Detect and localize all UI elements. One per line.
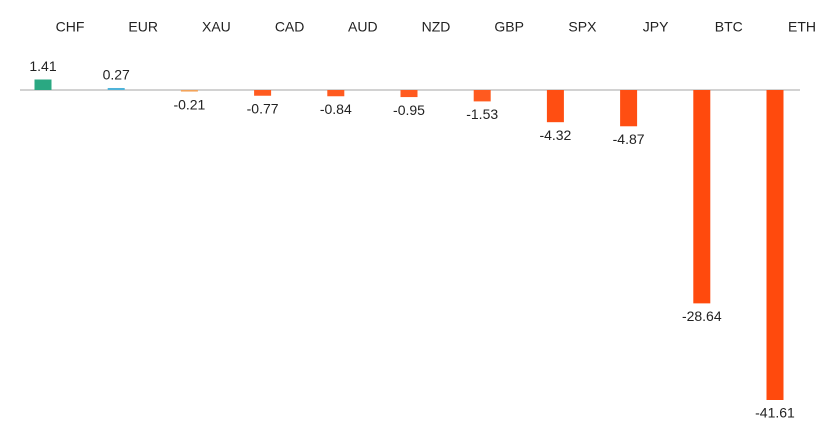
bar bbox=[107, 87, 125, 90]
bar bbox=[180, 90, 198, 92]
bar bbox=[400, 90, 418, 98]
bar bbox=[254, 90, 272, 96]
category-label: BTC bbox=[715, 19, 743, 35]
category-label: AUD bbox=[348, 19, 378, 35]
value-label: -28.64 bbox=[682, 308, 722, 324]
category-label: JPY bbox=[643, 19, 669, 35]
bar bbox=[473, 90, 491, 102]
category-label: SPX bbox=[568, 19, 597, 35]
value-label: -4.32 bbox=[539, 127, 571, 143]
bar bbox=[766, 90, 784, 400]
category-label: EUR bbox=[128, 19, 158, 35]
value-label: -0.21 bbox=[173, 96, 205, 112]
bar bbox=[546, 90, 564, 123]
bar bbox=[327, 90, 345, 97]
category-label: CHF bbox=[56, 19, 85, 35]
category-label: CAD bbox=[275, 19, 305, 35]
value-label: 1.41 bbox=[29, 58, 56, 74]
category-label: GBP bbox=[494, 19, 524, 35]
value-label: -4.87 bbox=[613, 131, 645, 147]
value-label: -41.61 bbox=[755, 405, 795, 421]
value-label: -0.77 bbox=[247, 100, 279, 116]
value-label: 0.27 bbox=[103, 67, 130, 83]
category-label: NZD bbox=[422, 19, 451, 35]
bar bbox=[34, 79, 52, 90]
category-label: XAU bbox=[202, 19, 231, 35]
bar bbox=[620, 90, 638, 127]
value-label: -0.84 bbox=[320, 101, 352, 117]
bar bbox=[693, 90, 711, 304]
value-label: -0.95 bbox=[393, 102, 425, 118]
category-label: ETH bbox=[788, 19, 816, 35]
value-label: -1.53 bbox=[466, 106, 498, 122]
